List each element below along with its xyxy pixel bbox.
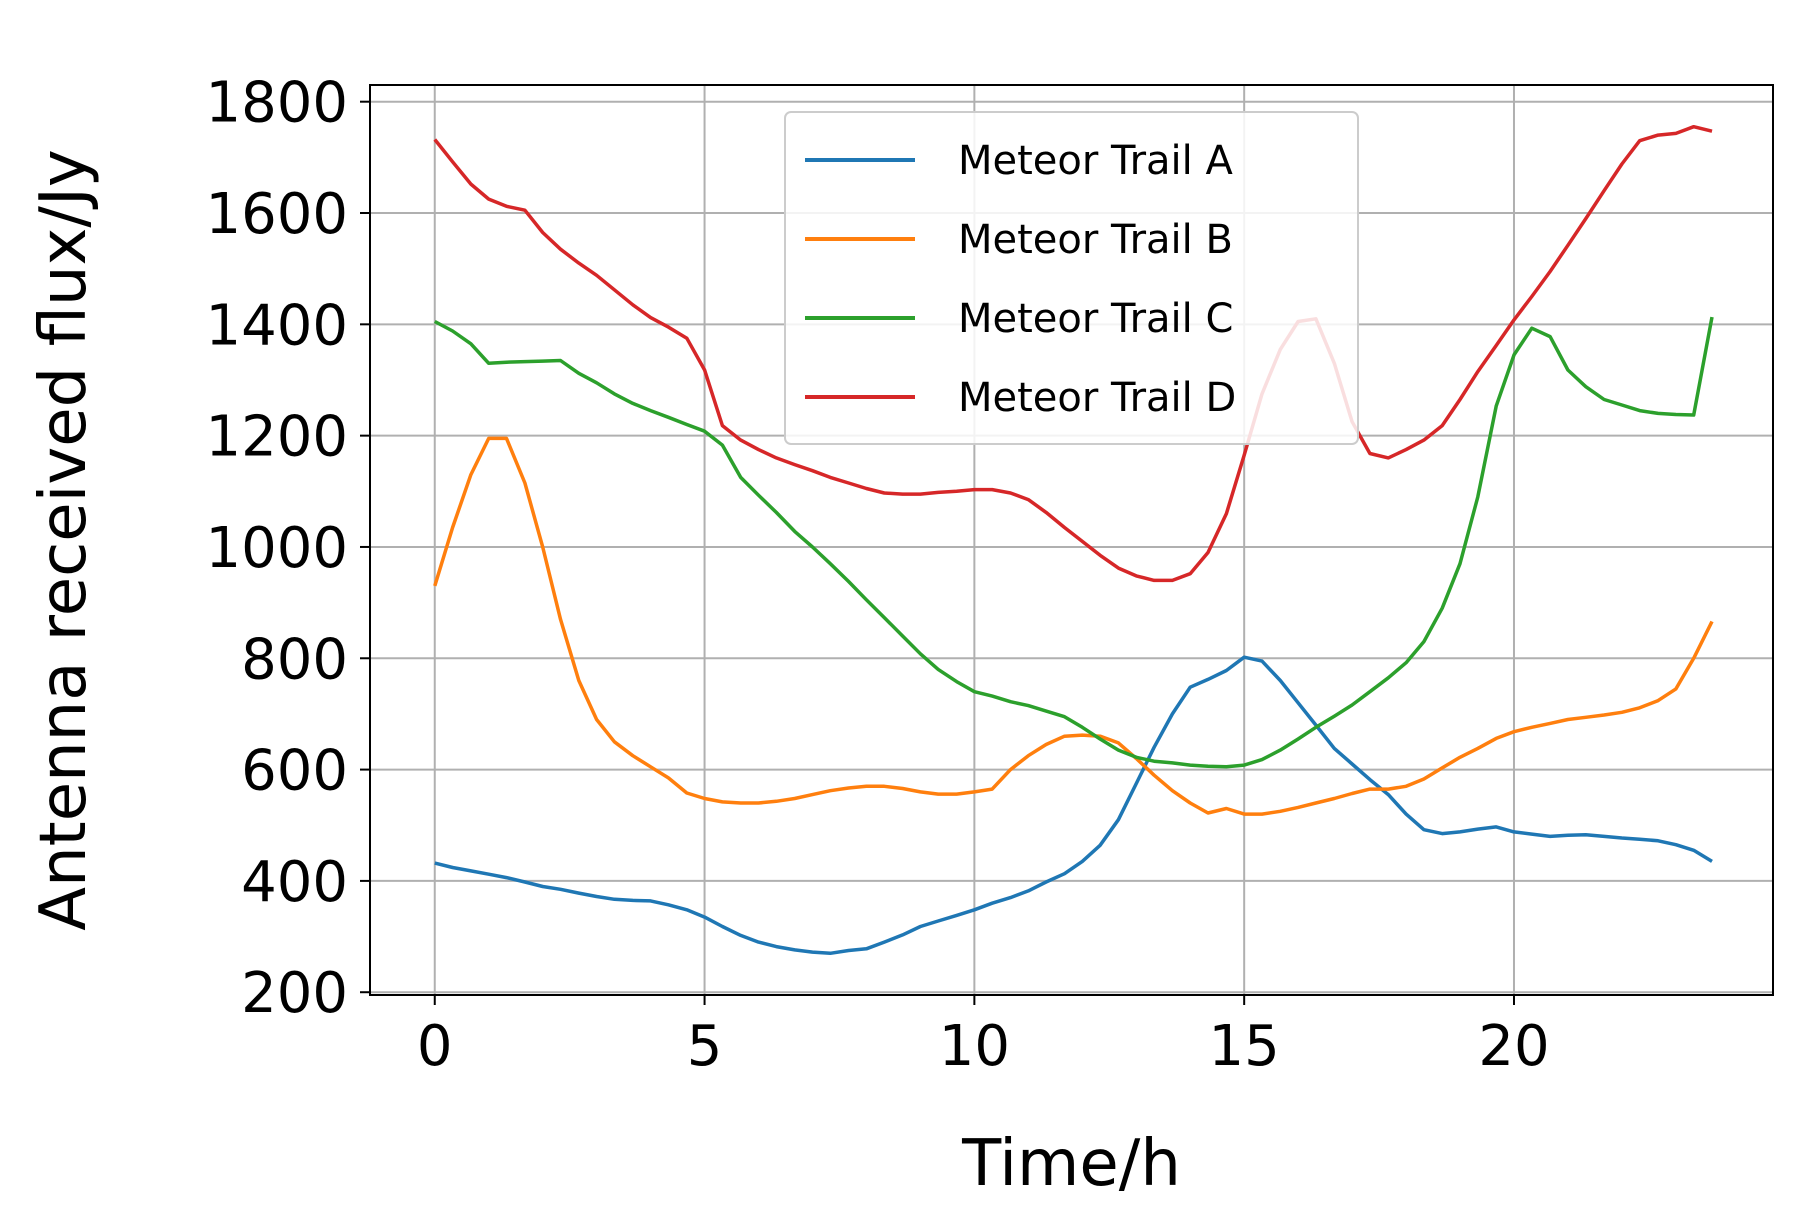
y-tick-label: 600 <box>241 739 348 804</box>
series-line-d <box>433 124 1713 583</box>
x-tick-label: 20 <box>1478 1014 1549 1079</box>
y-tick-label: 1600 <box>205 182 348 247</box>
axis-ticks: 0 5 10 15 20 200 400 600 800 1000 1200 1400 1600 1800 <box>205 71 1549 1079</box>
y-tick-label: 1800 <box>205 71 348 136</box>
series-line-c <box>433 316 1714 769</box>
y-tick-label: 1200 <box>205 405 348 470</box>
y-tick-label: 800 <box>241 627 348 692</box>
plot-frame <box>369 84 1774 996</box>
y-tick-label: 200 <box>241 961 348 1026</box>
legend-label: Meteor Trail D <box>958 375 1236 421</box>
x-tick-label: 10 <box>939 1014 1010 1079</box>
legend-label: Meteor Trail C <box>958 296 1233 342</box>
legend: Meteor Trail A Meteor Trail B Meteor Trail… <box>784 111 1359 445</box>
x-axis-label: Time/h <box>961 1127 1181 1201</box>
x-tick-label: 0 <box>417 1014 453 1079</box>
series-line-b <box>433 436 1714 816</box>
series-lines <box>433 124 1714 956</box>
y-tick-label: 400 <box>241 850 348 915</box>
x-tick-label: 5 <box>687 1014 723 1079</box>
series-line-a <box>434 655 1713 956</box>
legend-label: Meteor Trail A <box>958 138 1234 184</box>
y-tick-label: 1400 <box>205 293 348 358</box>
legend-box <box>784 111 1359 445</box>
y-axis-label: Antenna received flux/Jy <box>27 149 101 930</box>
y-tick-label: 1000 <box>205 516 348 581</box>
x-tick-label: 15 <box>1209 1014 1280 1079</box>
legend-label: Meteor Trail B <box>958 217 1233 263</box>
